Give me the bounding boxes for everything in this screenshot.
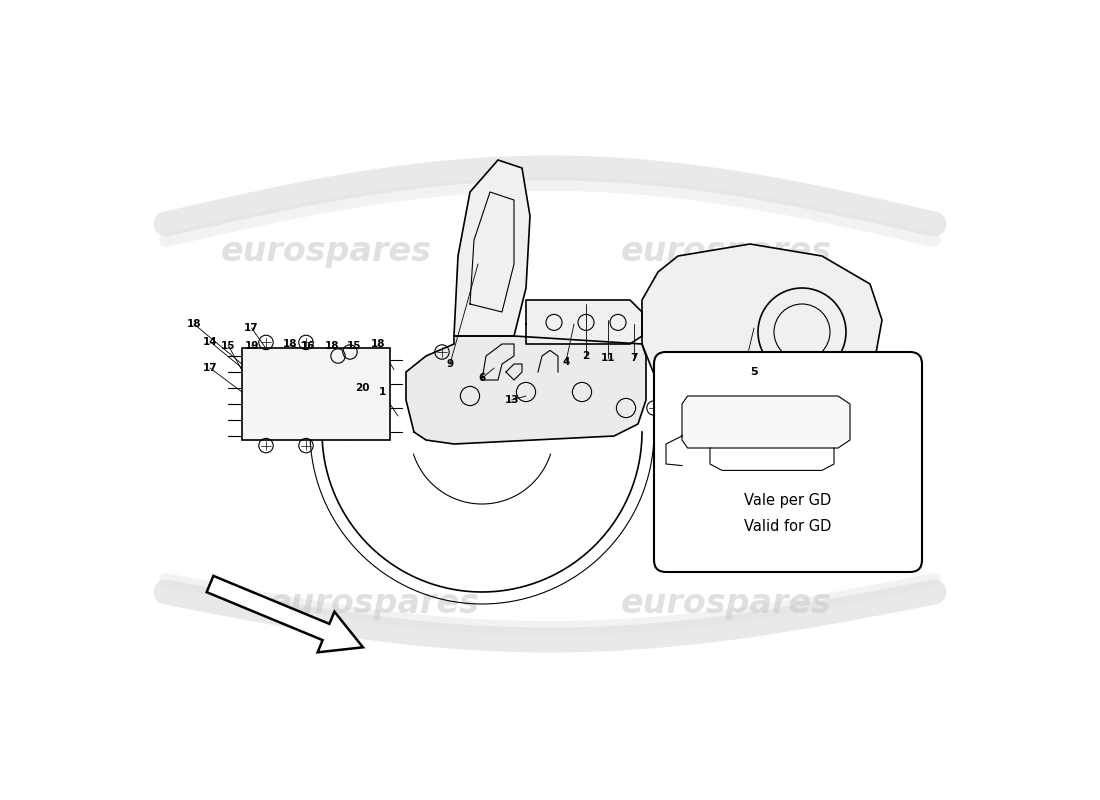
Text: 19: 19: [244, 341, 258, 350]
Text: eurospares: eurospares: [268, 587, 480, 621]
Text: eurospares: eurospares: [620, 587, 832, 621]
Polygon shape: [682, 396, 850, 448]
Text: eurospares: eurospares: [620, 235, 832, 269]
Polygon shape: [526, 300, 642, 344]
Text: 18: 18: [187, 319, 201, 329]
Text: 10: 10: [739, 357, 754, 366]
FancyBboxPatch shape: [654, 352, 922, 572]
Text: 12: 12: [653, 387, 668, 397]
Text: 20: 20: [354, 383, 370, 393]
Text: 7: 7: [630, 353, 638, 362]
Text: 2: 2: [582, 351, 590, 361]
Text: 6: 6: [478, 374, 485, 383]
Text: 18: 18: [283, 339, 297, 349]
Text: 4: 4: [562, 357, 570, 366]
Polygon shape: [642, 244, 882, 408]
Text: 8: 8: [894, 351, 902, 361]
Text: 16: 16: [301, 342, 316, 351]
FancyBboxPatch shape: [242, 348, 390, 440]
Text: 18: 18: [371, 339, 385, 349]
Text: eurospares: eurospares: [220, 235, 431, 269]
Text: Valid for GD: Valid for GD: [744, 519, 832, 534]
Polygon shape: [406, 336, 646, 444]
Text: 18: 18: [326, 341, 340, 350]
Text: 17: 17: [244, 323, 258, 333]
Text: 1: 1: [378, 387, 386, 397]
Polygon shape: [454, 160, 530, 336]
Text: 17: 17: [202, 363, 218, 373]
Text: 15: 15: [221, 341, 235, 350]
Text: 11: 11: [601, 353, 615, 362]
Text: 5: 5: [750, 367, 758, 377]
Text: 3: 3: [670, 387, 678, 397]
Text: Vale per GD: Vale per GD: [744, 493, 832, 507]
Text: 15: 15: [346, 342, 361, 351]
Text: 13: 13: [504, 395, 519, 405]
Text: 14: 14: [202, 337, 218, 346]
Text: 9: 9: [447, 359, 453, 369]
FancyArrow shape: [207, 576, 363, 652]
